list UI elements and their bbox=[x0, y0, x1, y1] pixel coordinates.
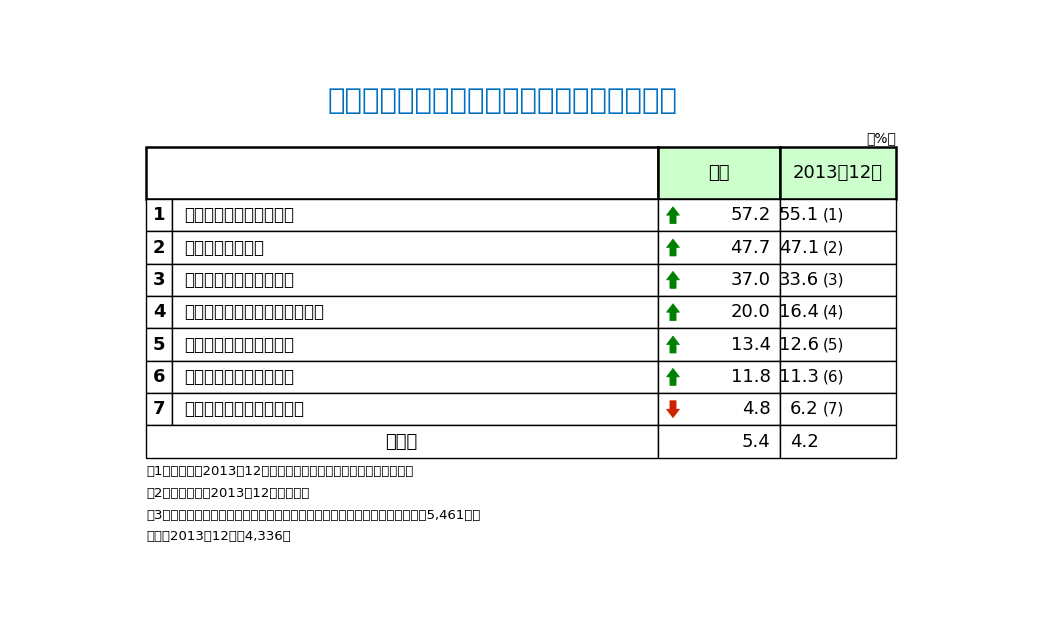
Text: 全体: 全体 bbox=[708, 164, 730, 182]
Text: 13.4: 13.4 bbox=[731, 336, 770, 354]
Text: 11.8: 11.8 bbox=[731, 368, 770, 386]
Polygon shape bbox=[666, 304, 680, 321]
Bar bbox=[780, 264, 896, 296]
Text: 3: 3 bbox=[152, 271, 165, 289]
Text: (2): (2) bbox=[823, 240, 844, 255]
Text: 5: 5 bbox=[152, 336, 165, 354]
Text: 4: 4 bbox=[152, 303, 165, 321]
Text: 6: 6 bbox=[152, 368, 165, 386]
Polygon shape bbox=[666, 368, 680, 386]
Bar bbox=[658, 147, 780, 199]
Text: 47.1: 47.1 bbox=[779, 238, 818, 256]
Bar bbox=[146, 232, 172, 264]
Bar bbox=[780, 328, 896, 361]
Text: （%）: （%） bbox=[867, 131, 896, 145]
Text: (6): (6) bbox=[823, 369, 845, 384]
Text: 2013年12月は4,336社: 2013年12月は4,336社 bbox=[146, 530, 290, 543]
Text: 注2：カッコ内は2013年12月時の順位: 注2：カッコ内は2013年12月時の順位 bbox=[146, 487, 309, 500]
Bar bbox=[172, 199, 658, 232]
Text: 33.6: 33.6 bbox=[779, 271, 818, 289]
Bar bbox=[146, 147, 658, 199]
Bar bbox=[780, 296, 896, 328]
Text: 経理・総務・人事部門の従業員: 経理・総務・人事部門の従業員 bbox=[184, 303, 324, 321]
Bar bbox=[172, 361, 658, 393]
Bar bbox=[780, 199, 896, 232]
Text: 研究・開発部門の従業員: 研究・開発部門の従業員 bbox=[184, 368, 294, 386]
Bar bbox=[146, 328, 172, 361]
Text: (3): (3) bbox=[823, 272, 845, 288]
Text: 5.4: 5.4 bbox=[742, 432, 770, 451]
Text: 57.2: 57.2 bbox=[731, 206, 770, 224]
Text: 人手が不足している部門・役割（複数回答）: 人手が不足している部門・役割（複数回答） bbox=[328, 87, 678, 115]
Bar bbox=[780, 361, 896, 393]
Text: 1: 1 bbox=[152, 206, 165, 224]
Bar bbox=[146, 426, 658, 458]
Text: 2: 2 bbox=[152, 238, 165, 256]
Bar bbox=[780, 232, 896, 264]
Text: 2013年12月: 2013年12月 bbox=[793, 164, 883, 182]
Bar bbox=[146, 199, 172, 232]
Bar bbox=[658, 361, 780, 393]
Text: 55.1: 55.1 bbox=[779, 206, 818, 224]
Bar bbox=[780, 147, 896, 199]
Bar bbox=[658, 232, 780, 264]
Bar bbox=[780, 393, 896, 426]
Text: 高度な技術を持つ従業員: 高度な技術を持つ従業員 bbox=[184, 271, 294, 289]
Bar bbox=[658, 426, 780, 458]
Text: 16.4: 16.4 bbox=[779, 303, 818, 321]
Text: 20.0: 20.0 bbox=[731, 303, 770, 321]
Bar bbox=[146, 361, 172, 393]
Text: その他: その他 bbox=[385, 432, 418, 451]
Bar bbox=[172, 232, 658, 264]
Bar bbox=[658, 199, 780, 232]
Text: 生産現場に携わる従業員: 生産現場に携わる従業員 bbox=[184, 206, 294, 224]
Polygon shape bbox=[666, 271, 680, 288]
Bar bbox=[172, 393, 658, 426]
Polygon shape bbox=[666, 336, 680, 353]
Bar bbox=[146, 393, 172, 426]
Text: 7: 7 bbox=[152, 400, 165, 418]
Bar bbox=[658, 393, 780, 426]
Bar bbox=[146, 264, 172, 296]
Text: 海外との橋渡し役の従業員: 海外との橋渡し役の従業員 bbox=[184, 400, 304, 418]
Text: 注1：矢印は、2013年12月より回答割合が高い（低い）ことを示す: 注1：矢印は、2013年12月より回答割合が高い（低い）ことを示す bbox=[146, 466, 413, 479]
Text: 営業部門の従業員: 営業部門の従業員 bbox=[184, 238, 264, 256]
Bar bbox=[172, 264, 658, 296]
Text: 37.0: 37.0 bbox=[731, 271, 770, 289]
Bar bbox=[172, 328, 658, 361]
Text: 4.8: 4.8 bbox=[742, 400, 770, 418]
Text: (4): (4) bbox=[823, 305, 844, 319]
Polygon shape bbox=[666, 207, 680, 223]
Bar bbox=[658, 328, 780, 361]
Text: 6.2: 6.2 bbox=[790, 400, 818, 418]
Bar bbox=[780, 426, 896, 458]
Bar bbox=[658, 264, 780, 296]
Text: 12.6: 12.6 bbox=[779, 336, 818, 354]
Text: (5): (5) bbox=[823, 337, 844, 352]
Text: 47.7: 47.7 bbox=[731, 238, 770, 256]
Bar bbox=[146, 296, 172, 328]
Text: (7): (7) bbox=[823, 402, 844, 417]
Text: (1): (1) bbox=[823, 208, 844, 223]
Bar bbox=[172, 296, 658, 328]
Polygon shape bbox=[666, 401, 680, 417]
Text: 4.2: 4.2 bbox=[790, 432, 818, 451]
Text: 11.3: 11.3 bbox=[779, 368, 818, 386]
Text: 経営・企画部門の従業員: 経営・企画部門の従業員 bbox=[184, 336, 294, 354]
Text: 注3：母数は、従業員が「非常に不足」「不足」「やや不足」と回答した企業5,461社。: 注3：母数は、従業員が「非常に不足」「不足」「やや不足」と回答した企業5,461… bbox=[146, 509, 480, 522]
Polygon shape bbox=[666, 239, 680, 256]
Bar bbox=[658, 296, 780, 328]
